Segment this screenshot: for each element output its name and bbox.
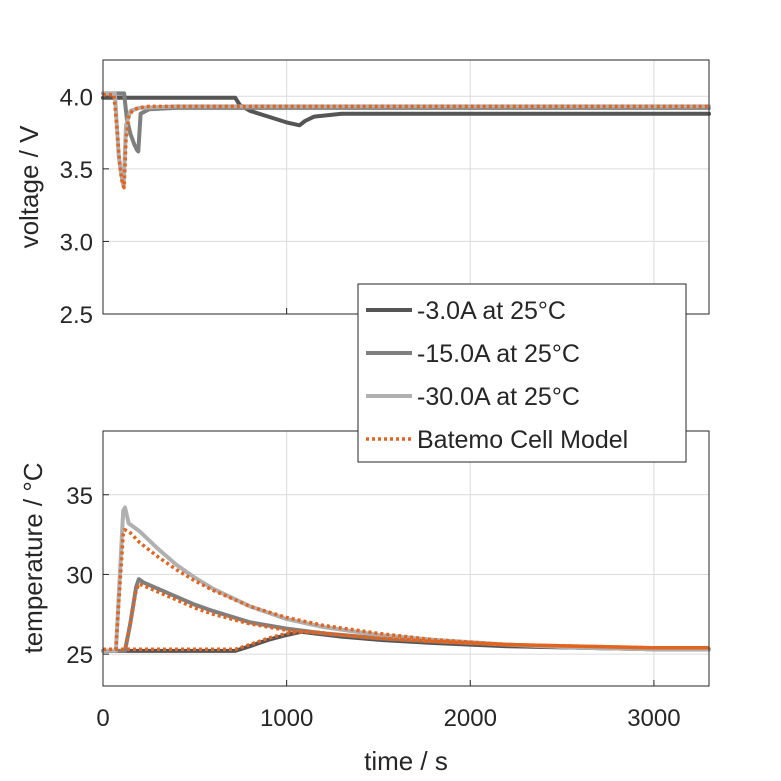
temperature-panel: 25 30 35 0 1000 2000 3000 temperature / °C ti…: [18, 430, 711, 776]
legend-label: -3.0A at 25°C: [417, 297, 566, 325]
legend-box: [357, 283, 687, 463]
temperature-series: [101, 505, 711, 653]
voltage-series: [101, 91, 711, 190]
voltage-y-tick-label: 4.0: [60, 84, 93, 111]
temperature-series-line: [103, 528, 709, 652]
temperature-y-tick-label: 35: [66, 483, 93, 510]
voltage-y-tick-label: 3.0: [60, 229, 93, 256]
temperature-y-tick-label: 25: [66, 642, 93, 669]
legend-label: Batemo Cell Model: [417, 426, 628, 454]
legend-label: -30.0A at 25°C: [417, 383, 580, 411]
voltage-y-ticks: 2.5 3.0 3.5 4.0: [60, 84, 93, 329]
time-x-axis-label: time / s: [364, 746, 448, 776]
voltage-series-line: [103, 93, 709, 190]
x-tick-label: 1000: [260, 705, 313, 732]
temperature-y-axis-label: temperature / °C: [18, 462, 48, 653]
temperature-y-tick-label: 30: [66, 562, 93, 589]
legend-label: -15.0A at 25°C: [417, 340, 580, 368]
voltage-panel: 2.5 3.0 3.5 4.0 voltage / V: [14, 59, 711, 329]
temperature-series-line: [103, 630, 709, 652]
x-tick-label: 2000: [444, 705, 497, 732]
voltage-y-tick-label: 3.5: [60, 157, 93, 184]
voltage-series-line: [101, 95, 711, 128]
x-tick-label: 3000: [627, 705, 680, 732]
temperature-y-ticks: 25 30 35: [66, 483, 93, 669]
legend: -3.0A at 25°C -15.0A at 25°C -30.0A at 25°…: [357, 283, 687, 463]
voltage-y-tick-label: 2.5: [60, 302, 93, 329]
time-x-ticks: 0 1000 2000 3000: [96, 705, 680, 732]
voltage-y-axis-label: voltage / V: [14, 125, 44, 249]
x-tick-label: 0: [96, 705, 109, 732]
temperature-series-line: [103, 582, 709, 652]
